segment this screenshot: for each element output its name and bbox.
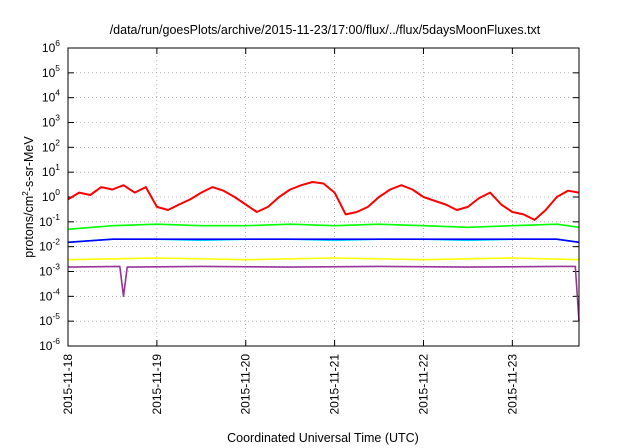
y-tick-exponent: 5 <box>55 63 60 73</box>
y-tick-label: 106 <box>42 38 60 55</box>
y-tick-label: 102 <box>42 137 60 154</box>
y-axis: 10-610-510-410-310-210-11001011021031041… <box>39 38 579 353</box>
x-tick-label: 2015-11-19 <box>150 354 164 415</box>
y-tick-base: 10 <box>39 339 53 353</box>
y-tick-base: 10 <box>42 91 56 105</box>
series-group <box>67 181 580 322</box>
y-tick-exponent: 2 <box>55 137 60 147</box>
x-tick-label: 2015-11-23 <box>505 354 519 415</box>
x-tick-label: 2015-11-20 <box>239 354 253 415</box>
x-axis: 2015-11-18 2015-11-19 2015-11-20 2015-11-21… <box>61 48 519 415</box>
series-line-0 <box>67 181 580 221</box>
y-tick-label: 10-4 <box>39 286 60 303</box>
y-tick-base: 10 <box>42 140 56 154</box>
y-tick-label: 100 <box>42 187 60 204</box>
y-tick-label: 10-3 <box>39 262 60 279</box>
y-axis-label-prefix: protons/cm <box>22 196 36 258</box>
y-tick-base: 10 <box>39 314 53 328</box>
y-tick-exponent: -6 <box>52 336 60 346</box>
y-tick-base: 10 <box>42 116 56 130</box>
chart-title: /data/run/goesPlots/archive/2015-11-23/1… <box>110 23 541 37</box>
y-tick-base: 10 <box>39 240 53 254</box>
y-tick-base: 10 <box>42 66 56 80</box>
y-tick-label: 10-2 <box>39 237 60 254</box>
y-tick-base: 10 <box>39 289 53 303</box>
y-tick-label: 104 <box>42 88 60 105</box>
y-tick-base: 10 <box>42 190 56 204</box>
y-tick-label: 103 <box>42 113 60 130</box>
y-tick-label: 10-6 <box>39 336 60 353</box>
x-tick-label: 2015-11-21 <box>328 354 342 415</box>
y-tick-label: 105 <box>42 63 60 80</box>
x-axis-label: Coordinated Universal Time (UTC) <box>227 431 419 445</box>
x-tick-label: 2015-11-22 <box>416 354 430 415</box>
y-tick-exponent: -2 <box>52 237 60 247</box>
series-line-5 <box>67 265 580 322</box>
x-tick-label: 2015-11-18 <box>61 354 75 415</box>
y-axis-label-exponent: 2 <box>20 191 30 196</box>
y-axis-label: protons/cm2-s-sr-MeV <box>20 136 36 258</box>
y-tick-exponent: -5 <box>52 311 60 321</box>
y-tick-base: 10 <box>39 265 53 279</box>
y-tick-exponent: 1 <box>55 162 60 172</box>
series-line-4 <box>67 257 580 261</box>
y-tick-label: 10-1 <box>39 212 60 229</box>
y-axis-label-suffix: -s-sr-MeV <box>22 136 36 192</box>
y-tick-exponent: -3 <box>52 262 60 272</box>
y-tick-base: 10 <box>42 165 56 179</box>
y-tick-exponent: 0 <box>55 187 60 197</box>
y-tick-base: 10 <box>42 41 56 55</box>
y-tick-exponent: -4 <box>52 286 60 296</box>
plot-frame <box>67 47 580 347</box>
series-line-1 <box>67 223 580 231</box>
y-tick-base: 10 <box>39 215 53 229</box>
y-tick-label: 101 <box>42 162 60 179</box>
y-tick-exponent: 3 <box>55 113 60 123</box>
y-tick-label: 10-5 <box>39 311 60 328</box>
y-tick-exponent: 4 <box>55 88 60 98</box>
y-tick-exponent: 6 <box>55 38 60 48</box>
y-tick-exponent: -1 <box>52 212 60 222</box>
series-line-3 <box>67 238 580 244</box>
grid <box>68 48 579 346</box>
